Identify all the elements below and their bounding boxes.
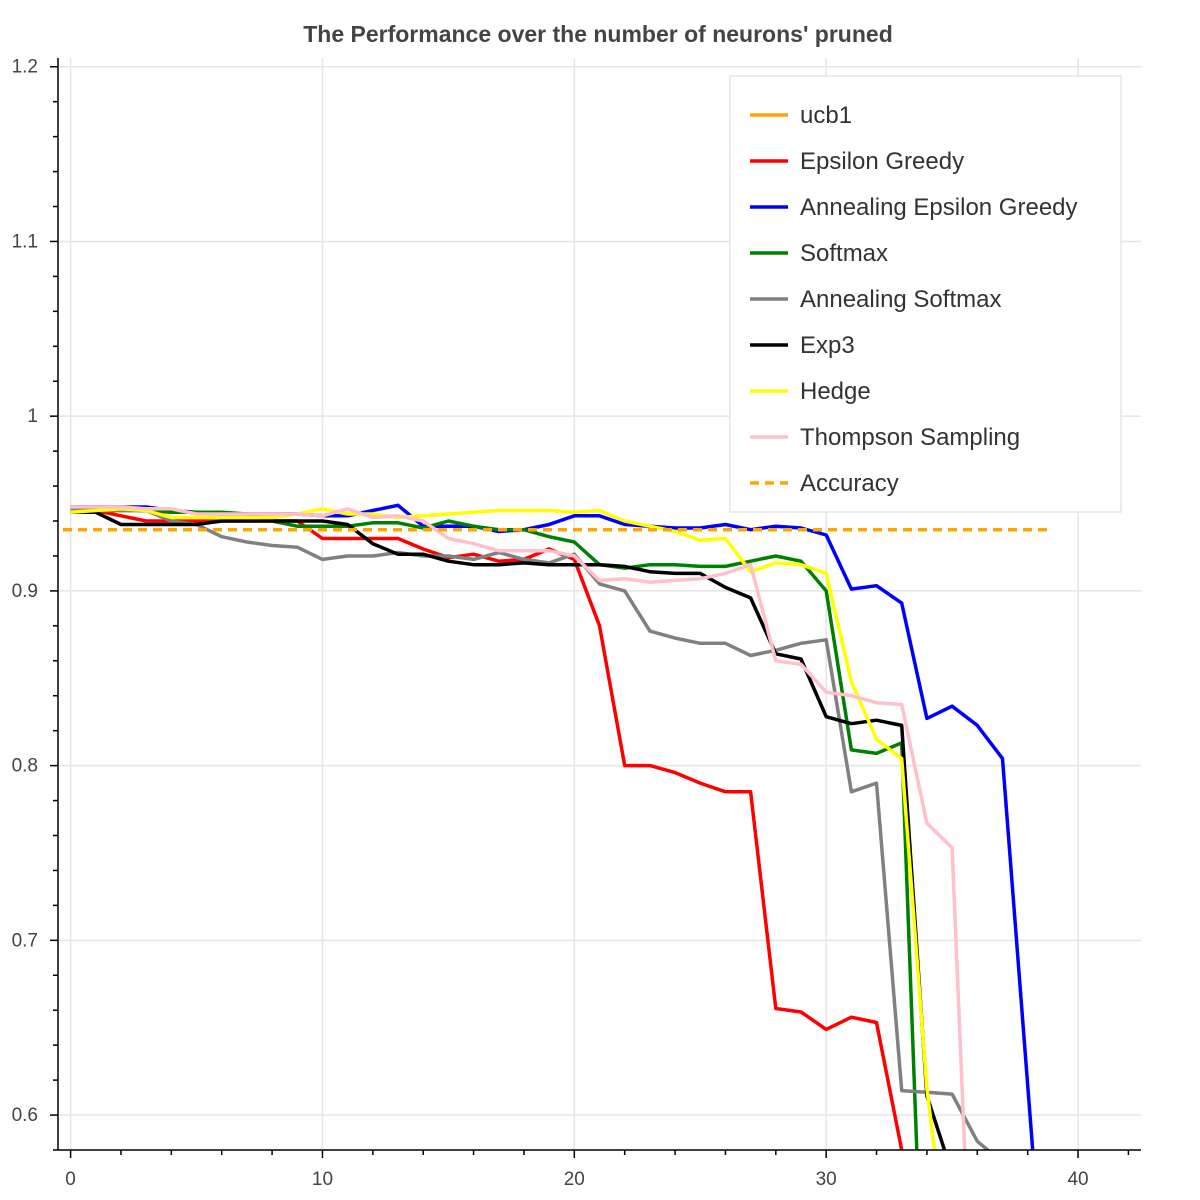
series-line-5 [70,510,947,1150]
x-tick-label: 40 [1067,1169,1088,1190]
series-line-4 [70,508,991,1150]
series-line-1 [70,507,904,1150]
legend-label: Annealing Epsilon Greedy [800,194,1078,221]
legend-label: Annealing Softmax [800,286,1001,313]
series-lines [63,503,1053,1150]
series-line-2 [70,503,1035,1150]
legend-box [729,75,1122,513]
y-tick-label: 0.6 [12,1105,38,1126]
series-line-6 [70,507,937,1150]
legend-label: Exp3 [800,332,855,359]
series-line-3 [70,508,919,1150]
legend-label: Epsilon Greedy [800,148,964,175]
legend-label: Softmax [800,240,888,267]
series-line-7 [70,505,967,1150]
x-tick-label: 20 [564,1169,585,1190]
y-tick-label: 1 [27,406,38,427]
y-tick-label: 1.1 [12,231,38,252]
legend-label: Hedge [800,378,871,405]
chart-title: The Performance over the number of neuro… [303,21,893,47]
legend: ucb1 Epsilon Greedy Annealing Epsilon Gree… [729,75,1122,513]
x-tick-label: 30 [816,1169,837,1190]
y-tick-label: 0.7 [12,930,38,951]
y-tick-label: 0.9 [12,581,38,602]
legend-label: Accuracy [800,470,899,497]
legend-label: ucb1 [800,102,852,129]
x-tick-label: 10 [312,1169,333,1190]
legend-label: Thompson Sampling [800,424,1020,451]
x-tick-label: 0 [65,1169,76,1190]
y-tick-label: 1.2 [12,57,38,78]
y-tick-label: 0.8 [12,756,38,777]
axes: 0 10 20 30 40 0.6 0.7 0.8 0.9 1 1.1 1.2 [12,57,1141,1190]
